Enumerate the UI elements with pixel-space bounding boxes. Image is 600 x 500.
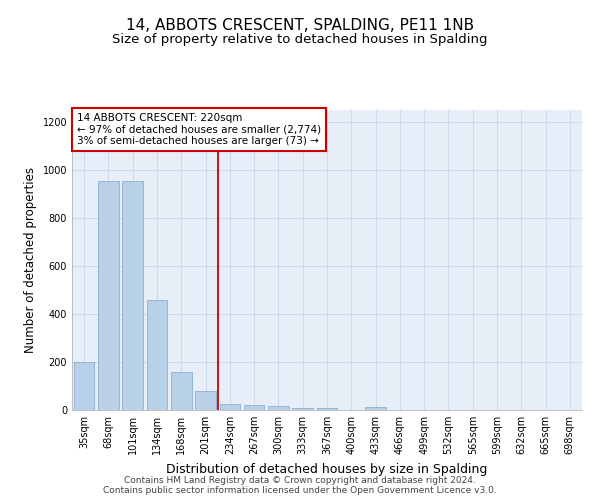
Bar — [317, 408, 337, 410]
Bar — [98, 181, 119, 410]
Bar — [195, 391, 216, 410]
Bar — [268, 406, 289, 410]
X-axis label: Distribution of detached houses by size in Spalding: Distribution of detached houses by size … — [166, 462, 488, 475]
Bar — [244, 405, 265, 410]
Text: 14 ABBOTS CRESCENT: 220sqm
← 97% of detached houses are smaller (2,774)
3% of se: 14 ABBOTS CRESCENT: 220sqm ← 97% of deta… — [77, 113, 321, 146]
Text: 14, ABBOTS CRESCENT, SPALDING, PE11 1NB: 14, ABBOTS CRESCENT, SPALDING, PE11 1NB — [126, 18, 474, 32]
Bar — [220, 404, 240, 410]
Bar — [171, 372, 191, 410]
Bar — [122, 181, 143, 410]
Y-axis label: Number of detached properties: Number of detached properties — [24, 167, 37, 353]
Bar — [292, 408, 313, 410]
Bar — [365, 406, 386, 410]
Text: Contains HM Land Registry data © Crown copyright and database right 2024.
Contai: Contains HM Land Registry data © Crown c… — [103, 476, 497, 495]
Bar — [74, 362, 94, 410]
Text: Size of property relative to detached houses in Spalding: Size of property relative to detached ho… — [112, 32, 488, 46]
Bar — [146, 300, 167, 410]
